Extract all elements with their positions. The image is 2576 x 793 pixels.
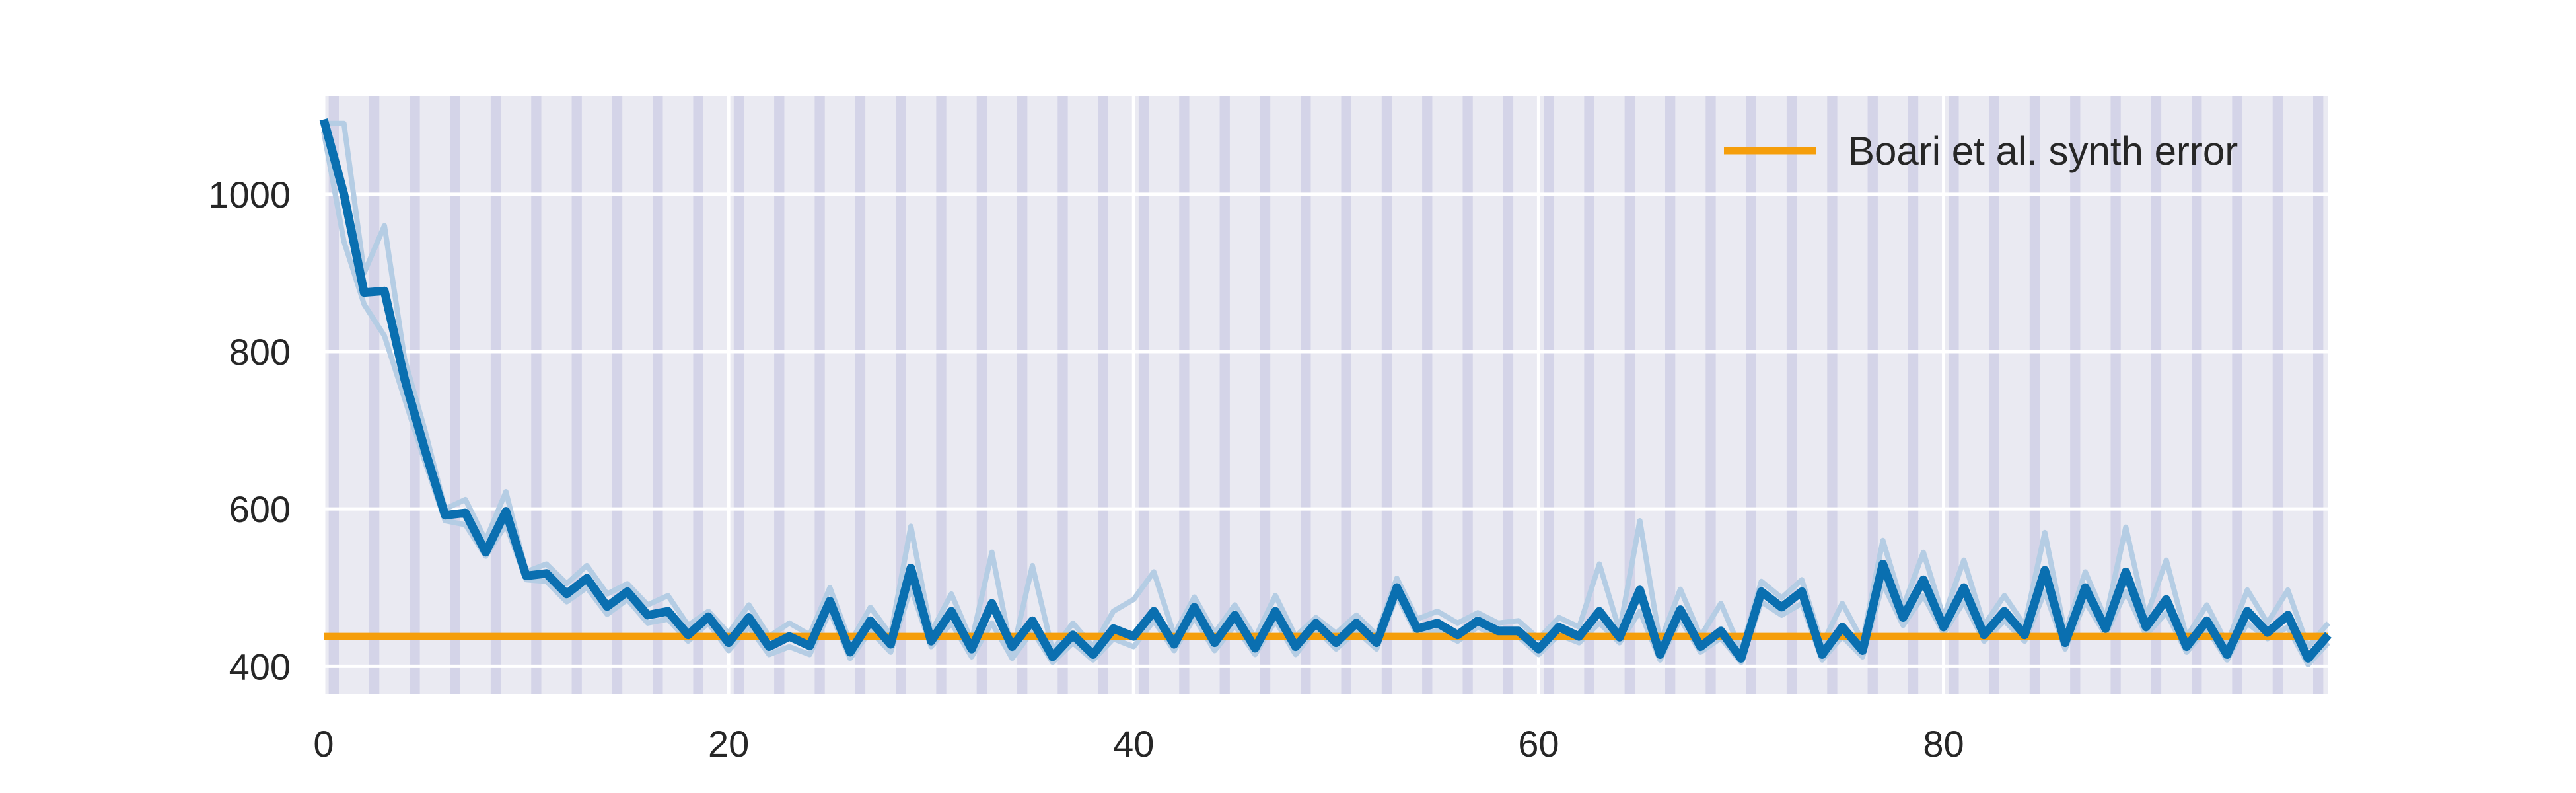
stripe-band — [2272, 96, 2283, 694]
stripe-band — [1503, 96, 1514, 694]
stripe-band — [1867, 96, 1878, 694]
stripe-band — [2313, 96, 2324, 694]
series-layer — [319, 118, 2332, 667]
stripe-band — [733, 96, 744, 694]
y-tick-label: 1000 — [208, 174, 291, 215]
stripe-band — [1381, 96, 1392, 694]
stripe-band — [2029, 96, 2040, 694]
stripe-band — [693, 96, 703, 694]
stripe-band — [1786, 96, 1797, 694]
stripe-band — [531, 96, 542, 694]
stripe-band — [2232, 96, 2242, 694]
x-tick-label: 80 — [1923, 723, 1964, 765]
stripe-band — [1462, 96, 1473, 694]
stripe-band — [490, 96, 501, 694]
stripe-band — [1260, 96, 1271, 694]
stripe-band — [1544, 96, 1554, 694]
x-tick-label: 40 — [1113, 723, 1154, 765]
stripe-band — [1908, 96, 1919, 694]
stripe-band — [814, 96, 825, 694]
main-series-line — [319, 118, 2332, 663]
stripe-band — [976, 96, 987, 694]
stripe-band — [1827, 96, 1838, 694]
stripe-band — [571, 96, 582, 694]
y-tick-label: 800 — [229, 331, 291, 373]
stripe-band — [855, 96, 866, 694]
stripe-band — [328, 96, 339, 694]
stripe-band — [896, 96, 906, 694]
stripe-band — [1949, 96, 1959, 694]
stripe-band — [774, 96, 785, 694]
stripe-band — [1422, 96, 1433, 694]
stripe-band — [1138, 96, 1149, 694]
stripe-bands — [328, 96, 2324, 694]
stripe-band — [1341, 96, 1351, 694]
stripe-band — [1301, 96, 1311, 694]
stripe-band — [2151, 96, 2162, 694]
stripe-band — [653, 96, 663, 694]
stripe-band — [1057, 96, 1068, 694]
legend-label: Boari et al. synth error — [1848, 129, 2238, 173]
x-tick-label: 20 — [708, 723, 749, 765]
stripe-band — [450, 96, 460, 694]
stripe-band — [1179, 96, 1190, 694]
stripe-band — [2192, 96, 2202, 694]
stripe-band — [1746, 96, 1756, 694]
stripe-band — [1664, 96, 1676, 694]
x-tick-label: 0 — [313, 723, 334, 765]
stripe-band — [1098, 96, 1108, 694]
faint-series-line — [324, 120, 2331, 658]
stripe-band — [1017, 96, 1028, 694]
grid-lines — [322, 96, 2328, 694]
legend: Boari et al. synth error — [1724, 129, 2238, 173]
stripe-band — [369, 96, 380, 694]
x-tick-label: 60 — [1518, 723, 1559, 765]
y-tick-label: 600 — [229, 488, 291, 530]
stripe-band — [2070, 96, 2081, 694]
stripe-band — [936, 96, 947, 694]
stripe-band — [1584, 96, 1594, 694]
y-tick-label: 400 — [229, 646, 291, 687]
stripe-band — [1989, 96, 1999, 694]
stripe-band — [1219, 96, 1230, 694]
stripe-band — [1624, 96, 1635, 694]
stripe-band — [1705, 96, 1716, 694]
stripe-band — [2110, 96, 2121, 694]
stripe-band — [612, 96, 623, 694]
tick-labels: 0 20 40 60 80 400 600 800 1000 — [208, 174, 1964, 765]
